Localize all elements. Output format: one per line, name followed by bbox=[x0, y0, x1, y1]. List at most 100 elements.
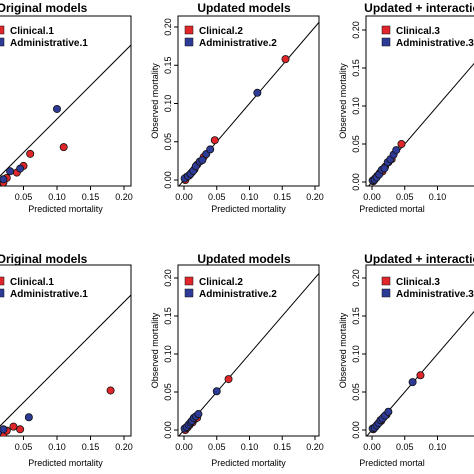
chart-panel-3: Updated + interactio 0.00 0.05 0.10 0.00 0.05… bbox=[338, 1, 474, 214]
data-point-administrative bbox=[408, 378, 417, 387]
data-point-administrative bbox=[392, 146, 401, 155]
y-tick-label: 0.05 bbox=[351, 383, 361, 401]
data-point-administrative bbox=[198, 156, 207, 165]
y-tick-label: 0.20 bbox=[163, 18, 173, 36]
x-tick-label: 0.20 bbox=[115, 192, 133, 202]
y-tick-label: 0.10 bbox=[351, 345, 361, 363]
legend-label: Administrative.2 bbox=[199, 289, 277, 300]
legend-swatch bbox=[381, 25, 391, 35]
chart-title: Updated + interactio bbox=[364, 1, 474, 15]
data-point-administrative bbox=[6, 167, 15, 176]
legend-label: Clinical.2 bbox=[199, 277, 243, 288]
legend-label: Administrative.1 bbox=[10, 38, 88, 49]
x-tick-label: 0.10 bbox=[241, 192, 259, 202]
identity-line bbox=[0, 294, 131, 427]
data-point-administrative bbox=[212, 387, 221, 396]
legend-label: Clinical.2 bbox=[199, 26, 243, 37]
y-axis-label: Observed mortality bbox=[338, 63, 348, 139]
x-tick-label: 0.15 bbox=[273, 192, 291, 202]
y-tick-label: 0.00 bbox=[351, 173, 361, 191]
data-point-administrative bbox=[53, 104, 62, 113]
legend-swatch bbox=[184, 276, 194, 286]
y-tick-label: 0.20 bbox=[351, 21, 361, 39]
y-tick-label: 0.15 bbox=[351, 307, 361, 325]
x-tick-label: 0.10 bbox=[48, 192, 66, 202]
x-tick-label: 0.20 bbox=[306, 192, 324, 202]
data-point-clinical bbox=[224, 375, 233, 384]
y-tick-label: 0.15 bbox=[163, 56, 173, 74]
x-tick-label: 0.10 bbox=[429, 442, 447, 452]
chart-panel-6: Updated + interactio 0.00 0.05 0.10 0.00 0.05… bbox=[338, 252, 474, 468]
x-axis-label: Predicted mortality bbox=[211, 458, 286, 468]
data-point-clinical bbox=[397, 139, 406, 148]
x-axis-label: Predicted mortal bbox=[359, 204, 425, 214]
data-point-administrative bbox=[0, 425, 8, 434]
x-tick-label: 0.05 bbox=[15, 192, 33, 202]
legend-label: Administrative.38 bbox=[396, 289, 474, 300]
legend-swatch bbox=[0, 25, 5, 35]
y-tick-label: 0.00 bbox=[163, 171, 173, 189]
data-point-clinical bbox=[106, 386, 115, 395]
chart-title: Updated models bbox=[197, 1, 291, 15]
y-tick-label: 0.05 bbox=[163, 383, 173, 401]
x-tick-label: 0.00 bbox=[363, 442, 381, 452]
legend-label: Clinical.1 bbox=[10, 26, 54, 37]
data-point-clinical bbox=[281, 55, 290, 64]
y-tick-label: 0.15 bbox=[163, 307, 173, 325]
legend-label: Administrative.2 bbox=[199, 38, 277, 49]
data-point-administrative bbox=[206, 145, 215, 154]
data-point-clinical bbox=[59, 143, 68, 152]
legend-label: Administrative.38 bbox=[396, 38, 474, 49]
legend-label: Administrative.1 bbox=[10, 289, 88, 300]
legend-swatch bbox=[184, 288, 194, 298]
y-tick-label: 0.10 bbox=[163, 345, 173, 363]
legend-swatch bbox=[184, 25, 194, 35]
data-point-clinical bbox=[210, 136, 219, 145]
y-tick-label: 0.00 bbox=[351, 421, 361, 439]
x-tick-label: 0.05 bbox=[208, 192, 226, 202]
y-axis-label: Observed mortality bbox=[150, 312, 160, 388]
identity-line bbox=[178, 272, 319, 436]
x-tick-label: 0.05 bbox=[208, 442, 226, 452]
data-point-clinical bbox=[26, 149, 35, 158]
y-tick-label: 0.05 bbox=[163, 133, 173, 151]
x-tick-label: 0.10 bbox=[241, 442, 259, 452]
y-tick-label: 0.20 bbox=[351, 269, 361, 287]
y-tick-label: 0.15 bbox=[351, 59, 361, 77]
y-tick-label: 0.10 bbox=[163, 95, 173, 113]
x-tick-label: 0.10 bbox=[48, 442, 66, 452]
x-tick-label: 0.00 bbox=[175, 192, 193, 202]
y-axis-label: Observed mortality bbox=[338, 312, 348, 388]
x-axis-label: Predicted mortality bbox=[28, 204, 103, 214]
y-tick-label: 0.00 bbox=[163, 421, 173, 439]
legend-label: Clinical.1 bbox=[10, 277, 54, 288]
legend-swatch bbox=[0, 288, 5, 298]
legend-swatch bbox=[381, 37, 391, 47]
x-tick-label: 0.20 bbox=[115, 442, 133, 452]
x-tick-label: 0.00 bbox=[363, 192, 381, 202]
chart-title: Updated + interactio bbox=[364, 252, 474, 266]
data-point-administrative bbox=[0, 175, 8, 184]
x-tick-label: 0.15 bbox=[273, 442, 291, 452]
chart-title: Updated models bbox=[197, 252, 291, 266]
chart-panel-2: Updated models 0.00 0.05 0.10 0.15 0.20 0.00 0.… bbox=[150, 1, 324, 214]
plot-frame bbox=[365, 15, 474, 187]
legend-label: Clinical.3 bbox=[396, 277, 440, 288]
data-point-administrative bbox=[253, 88, 262, 97]
data-point-administrative bbox=[24, 413, 33, 422]
x-tick-label: 0.00 bbox=[175, 442, 193, 452]
legend-swatch bbox=[0, 37, 5, 47]
identity-line bbox=[0, 44, 131, 177]
legend-swatch bbox=[0, 276, 5, 286]
y-axis-label: Observed mortality bbox=[150, 63, 160, 139]
plot-frame bbox=[365, 264, 474, 437]
x-tick-label: 0.20 bbox=[306, 442, 324, 452]
chart-title: Original models bbox=[0, 252, 88, 266]
data-point-administrative bbox=[194, 410, 203, 419]
x-axis-label: Predicted mortal bbox=[359, 458, 425, 468]
legend-swatch bbox=[381, 288, 391, 298]
x-tick-label: 0.15 bbox=[82, 442, 100, 452]
data-point-administrative bbox=[380, 164, 389, 173]
data-point-clinical bbox=[9, 422, 18, 431]
